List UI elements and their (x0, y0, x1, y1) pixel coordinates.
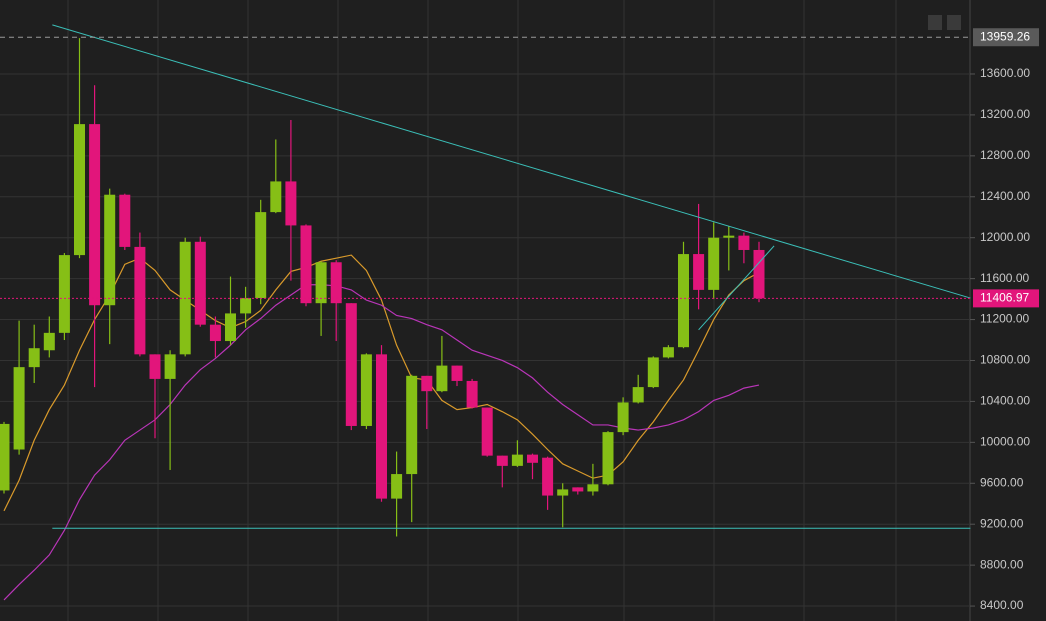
candle-body (225, 313, 236, 342)
candle-body (134, 246, 146, 355)
icon-button[interactable] (928, 15, 942, 30)
y-tick-label: 13200.00 (980, 107, 1030, 121)
candle-body (708, 237, 720, 290)
y-tick-label: 12800.00 (980, 148, 1030, 162)
moving-average (3, 284, 760, 601)
candle-body (58, 255, 70, 333)
y-tick-label: 13600.00 (980, 66, 1030, 80)
candle-body (149, 354, 161, 379)
candle-body (527, 454, 538, 463)
candle-body (466, 380, 478, 408)
price-label-box (973, 28, 1039, 47)
y-tick-label: 10400.00 (980, 394, 1030, 408)
candle-body (481, 407, 493, 456)
candle-body (194, 241, 206, 325)
candle-body (436, 365, 448, 392)
candle-body (617, 402, 629, 433)
candle-body (376, 354, 387, 499)
candle-body (496, 455, 508, 466)
y-tick-label: 11200.00 (980, 312, 1029, 326)
y-tick-label: 10000.00 (980, 435, 1030, 449)
candle-body (421, 375, 433, 392)
candle-body (511, 454, 523, 466)
candle-body (557, 489, 569, 496)
candle-body (300, 225, 312, 304)
candle-body (451, 365, 463, 381)
candle-body (678, 254, 689, 348)
y-tick-label: 8400.00 (980, 598, 1024, 612)
y-tick-label: 9600.00 (980, 475, 1024, 489)
candle-body (315, 262, 327, 304)
icon-button[interactable] (947, 15, 961, 30)
candle-body (285, 181, 297, 226)
candle-body (119, 194, 131, 247)
candle-body (209, 324, 221, 342)
candle-body (587, 484, 599, 492)
candle-body (406, 375, 418, 475)
y-tick-label: 8800.00 (980, 557, 1024, 571)
trendline (52, 24, 971, 299)
candle-body (360, 354, 372, 426)
candle-body (43, 332, 55, 351)
candle-body (13, 367, 25, 450)
candle-body (255, 212, 267, 299)
y-tick-label: 12000.00 (980, 230, 1030, 244)
candle-body (89, 124, 101, 306)
candle-body (104, 194, 116, 306)
candle-body (542, 457, 554, 496)
candle-body (270, 181, 282, 213)
candle-body (723, 235, 735, 238)
y-tick-label: 12400.00 (980, 189, 1030, 203)
candle-body (662, 347, 674, 358)
candle-body (572, 487, 584, 492)
candle-body (693, 254, 705, 290)
candle-body (240, 298, 252, 314)
y-tick-label: 11600.00 (980, 271, 1029, 285)
candle-body (74, 124, 85, 256)
candle-body (738, 235, 750, 250)
moving-average (3, 254, 760, 512)
toolbar-icons[interactable] (928, 15, 961, 30)
candle-body (0, 423, 10, 491)
trendline (698, 245, 775, 331)
candle-body (602, 432, 614, 485)
y-tick-label: 10800.00 (980, 353, 1030, 367)
candle-body (753, 249, 765, 299)
candle-body (164, 354, 176, 379)
candle-body (28, 348, 40, 368)
price-label: 13959.26 (980, 29, 1030, 43)
candle-body (647, 357, 659, 388)
candle-body (345, 303, 357, 426)
candle-body (391, 474, 403, 499)
price-label: 11406.97 (980, 291, 1029, 305)
candle-body (330, 262, 342, 304)
price-label-box (973, 289, 1039, 308)
y-tick-label: 9200.00 (980, 516, 1024, 530)
candle-body (632, 387, 644, 403)
